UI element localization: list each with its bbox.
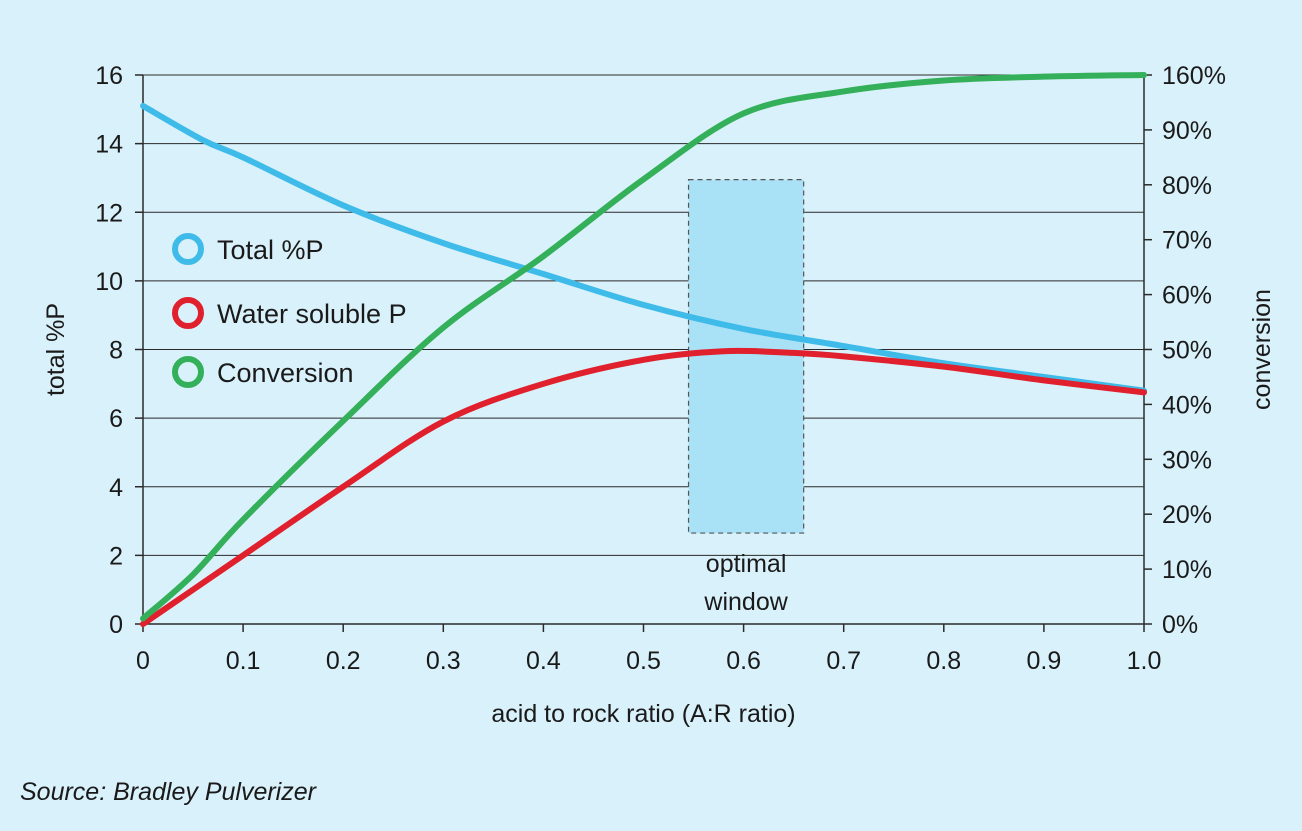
x-tick-label: 0.1 [226, 647, 261, 675]
right-y-tick-label: 30% [1162, 446, 1212, 474]
gridlines [143, 74, 1144, 556]
left-y-tick-label: 4 [109, 474, 123, 502]
right-y-tick-label: 20% [1162, 501, 1212, 529]
left-y-tick-label: 16 [95, 62, 123, 90]
x-tick-label: 0.4 [526, 647, 561, 675]
legend-marker-water-soluble-p [172, 297, 204, 329]
legend-label-water-soluble-p: Water soluble P [217, 299, 407, 329]
legend-marker-total-p [172, 233, 204, 265]
x-tick-label: 0.9 [1027, 647, 1062, 675]
source-note: Source: Bradley Pulverizer [20, 778, 316, 806]
x-tick-label: 0.6 [726, 647, 761, 675]
left-y-tick-label: 14 [95, 131, 123, 159]
legend: Total %P Water soluble P Conversion [172, 233, 407, 388]
right-y-tick-label: 0% [1162, 611, 1198, 639]
legend-label-total-p: Total %P [217, 235, 324, 265]
legend-marker-conversion [172, 356, 204, 388]
right-y-tick-label: 160% [1162, 62, 1226, 90]
optimal-window-label-line-2: window [703, 588, 788, 616]
x-tick-label: 0.5 [626, 647, 661, 675]
optimal-window-label-line-1: optimal [706, 550, 787, 578]
x-tick-label: 0.8 [926, 647, 961, 675]
right-y-tick-label: 40% [1162, 391, 1212, 419]
axes: 02468101214160%10%20%30%40%50%60%70%80%9… [95, 62, 1226, 675]
series-line-total-p [140, 102, 1147, 394]
right-y-tick-label: 80% [1162, 172, 1212, 200]
left-y-tick-label: 6 [109, 405, 123, 433]
right-y-axis-title: conversion [1248, 289, 1276, 410]
left-y-axis-title: total %P [42, 303, 70, 396]
series-line-water-soluble-p [140, 347, 1147, 627]
right-y-tick-label: 10% [1162, 556, 1212, 584]
right-y-tick-label: 90% [1162, 117, 1212, 145]
x-axis-title: acid to rock ratio (A:R ratio) [491, 700, 795, 728]
x-tick-label: 0 [136, 647, 150, 675]
left-y-tick-label: 2 [109, 542, 123, 570]
left-y-tick-label: 0 [109, 611, 123, 639]
legend-label-conversion: Conversion [217, 358, 354, 388]
right-y-tick-label: 50% [1162, 337, 1212, 365]
left-y-tick-label: 12 [95, 199, 123, 227]
left-y-tick-label: 10 [95, 268, 123, 296]
left-y-tick-label: 8 [109, 337, 123, 365]
right-y-tick-label: 70% [1162, 227, 1212, 255]
optimal-window: optimal window [687, 179, 805, 616]
optimal-window-box [687, 179, 805, 534]
right-y-tick-label: 60% [1162, 282, 1212, 310]
x-tick-label: 1.0 [1127, 647, 1162, 675]
series [140, 72, 1147, 627]
x-tick-label: 0.3 [426, 647, 461, 675]
series-line-conversion [140, 72, 1147, 622]
x-tick-label: 0.7 [826, 647, 861, 675]
x-tick-label: 0.2 [326, 647, 361, 675]
